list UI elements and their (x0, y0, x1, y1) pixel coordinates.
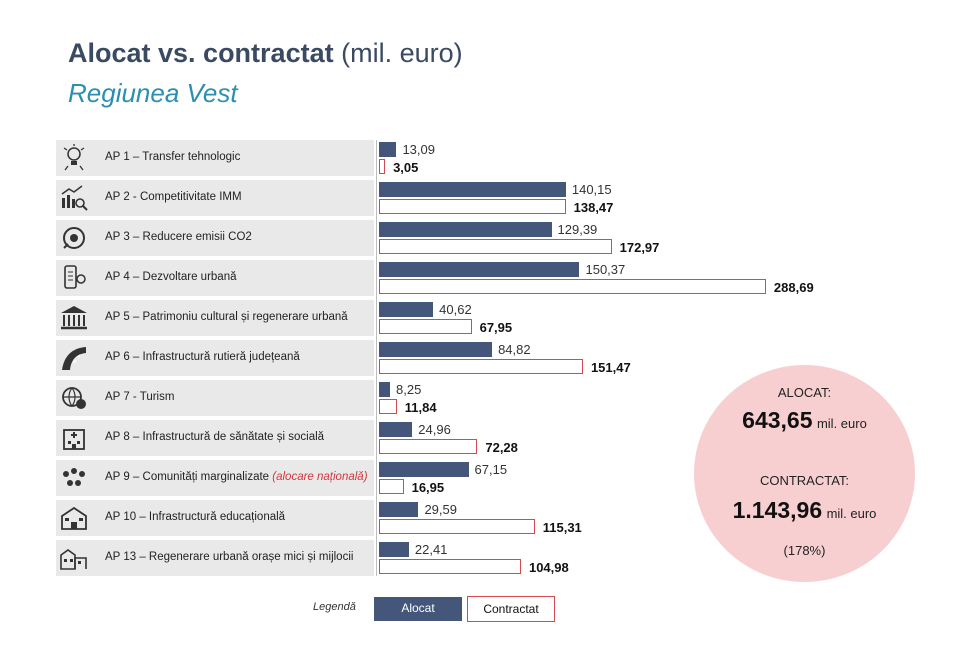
bar-contractat (379, 159, 386, 174)
bar-contractat (379, 479, 404, 494)
category-row: AP 3 – Reducere emisii CO2 (56, 220, 374, 256)
value-label-alocat: 129,39 (557, 222, 598, 237)
alocat-total-unit: mil. euro (816, 416, 867, 431)
bar-contractat (379, 399, 397, 414)
contractat-total: 1.143,96 mil. euro (694, 497, 915, 524)
value-label-contractat: 72,28 (485, 440, 518, 455)
category-label: AP 5 – Patrimoniu cultural și regenerare… (105, 311, 348, 323)
category-label: AP 8 – Infrastructură de sănătate și soc… (105, 431, 325, 443)
museum-icon (60, 304, 88, 332)
growth-chart-icon (60, 184, 88, 212)
alocat-total-label: ALOCAT: (777, 385, 832, 400)
value-label-alocat: 13,09 (402, 142, 435, 157)
lightbulb-gear-icon (60, 144, 88, 172)
category-label: AP 9 – Comunități marginalizate (alocare… (105, 471, 368, 483)
road-icon (60, 344, 88, 372)
school-icon (60, 504, 88, 532)
value-label-alocat: 67,15 (474, 462, 508, 477)
category-note: (alocare națională) (269, 471, 368, 483)
value-label-contractat: 3,05 (393, 160, 419, 175)
value-label-alocat: 29,59 (424, 502, 457, 517)
category-row: AP 5 – Patrimoniu cultural și regenerare… (56, 300, 374, 336)
alocat-total-value: 643,65 (742, 407, 813, 433)
hospital-icon (60, 424, 88, 452)
category-row: AP 8 – Infrastructură de sănătate și soc… (56, 420, 374, 456)
smartphone-city-icon (60, 264, 88, 292)
bar-contractat (379, 559, 521, 574)
bar-alocat (379, 142, 397, 157)
bar-alocat (379, 542, 409, 557)
category-label: AP 4 – Dezvoltare urbană (105, 271, 237, 283)
small-town-icon (60, 544, 88, 572)
bar-contractat (379, 519, 535, 534)
value-label-contractat: 151,47 (590, 360, 631, 375)
legend-title: Legendă (313, 601, 356, 613)
value-label-alocat: 40,62 (439, 302, 472, 317)
contractat-total-label: CONTRACTAT: (759, 473, 850, 488)
bar-alocat (379, 502, 419, 517)
category-label: AP 10 – Infrastructură educațională (105, 511, 286, 523)
category-label: AP 3 – Reducere emisii CO2 (105, 231, 252, 243)
alocat-total: 643,65 mil. euro (694, 407, 915, 434)
category-row: AP 6 – Infrastructură rutieră județeană (56, 340, 374, 376)
bar-contractat (379, 279, 766, 294)
bar-alocat (379, 262, 580, 277)
category-row: AP 13 – Regenerare urbană orașe mici și … (56, 540, 374, 576)
bar-alocat (379, 382, 390, 397)
bar-alocat (379, 422, 413, 437)
bar-contractat (379, 199, 566, 214)
value-label-contractat: 67,95 (479, 320, 513, 335)
category-row: AP 4 – Dezvoltare urbană (56, 260, 374, 296)
bar-contractat (379, 359, 583, 374)
category-label: AP 7 - Turism (105, 391, 175, 403)
chart-title: Alocat vs. contractat (mil. euro) (68, 38, 463, 68)
category-row: AP 7 - Turism (56, 380, 374, 416)
category-row: AP 2 - Competitivitate IMM (56, 180, 374, 216)
bar-alocat (379, 182, 566, 197)
legend-alocat: Alocat (374, 597, 462, 621)
value-label-contractat: 172,97 (619, 240, 660, 255)
value-label-alocat: 84,82 (498, 342, 531, 357)
value-label-contractat: 138,47 (573, 200, 614, 215)
value-label-alocat: 24,96 (418, 422, 451, 437)
value-label-contractat: 16,95 (411, 480, 445, 495)
bar-contractat (379, 239, 612, 254)
bar-contractat (379, 439, 478, 454)
chart-subtitle: Regiunea Vest (68, 78, 238, 108)
co2-reduction-icon (60, 224, 88, 252)
contractat-total-unit: mil. euro (826, 506, 877, 521)
legend-contractat: Contractat (467, 596, 555, 622)
category-label: AP 2 - Competitivitate IMM (105, 191, 242, 203)
value-label-alocat: 140,15 (571, 182, 612, 197)
bar-contractat (379, 319, 472, 334)
contractat-total-value: 1.143,96 (732, 497, 823, 523)
totals-circle: ALOCAT: 643,65 mil. euro CONTRACTAT: 1.1… (694, 365, 915, 582)
value-label-contractat: 11,84 (404, 400, 437, 415)
category-label: AP 1 – Transfer tehnologic (105, 151, 241, 163)
value-label-contractat: 288,69 (773, 280, 814, 295)
category-row: AP 10 – Infrastructură educațională (56, 500, 374, 536)
contract-ratio: (178%) (783, 543, 826, 558)
category-row: AP 1 – Transfer tehnologic (56, 140, 374, 176)
value-axis-line (376, 140, 377, 576)
value-label-alocat: 150,37 (585, 262, 626, 277)
value-label-contractat: 115,31 (542, 520, 582, 535)
value-label-alocat: 8,25 (396, 382, 422, 397)
category-label: AP 13 – Regenerare urbană orașe mici și … (105, 551, 354, 563)
community-icon (60, 464, 88, 492)
category-row: AP 9 – Comunități marginalizate (alocare… (56, 460, 374, 496)
bar-alocat (379, 462, 469, 477)
value-label-contractat: 104,98 (528, 560, 569, 575)
category-label: AP 6 – Infrastructură rutieră județeană (105, 351, 300, 363)
bar-alocat (379, 342, 493, 357)
bar-alocat (379, 222, 552, 237)
tourism-globe-icon (60, 384, 88, 412)
value-label-alocat: 22,41 (414, 542, 448, 557)
bar-alocat (379, 302, 434, 317)
